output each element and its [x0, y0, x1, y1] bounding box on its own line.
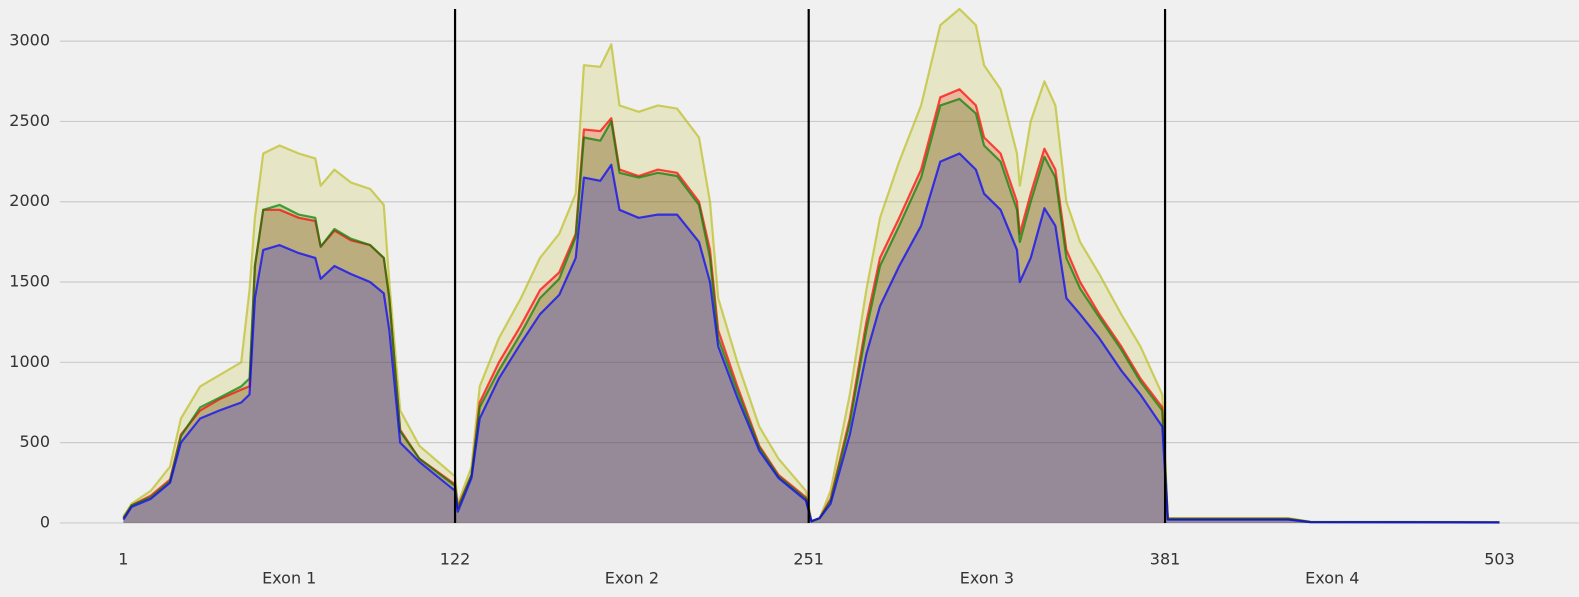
y-tick-label: 1000 — [9, 352, 50, 371]
y-tick-label: 2000 — [9, 191, 50, 210]
x-tick-label: 381 — [1150, 550, 1181, 569]
line — [122, 88, 1500, 524]
line — [122, 152, 1500, 524]
section-label: Exon 4 — [1305, 569, 1359, 588]
x-tick-label: 1 — [118, 550, 128, 569]
y-tick-label: 1500 — [9, 272, 50, 291]
area — [123, 153, 1500, 523]
x-tick-label: 503 — [1484, 550, 1515, 569]
y-tick-label: 500 — [19, 432, 50, 451]
x-tick-label: 251 — [793, 550, 824, 569]
area — [123, 9, 1500, 523]
y-tick-label: 2500 — [9, 111, 50, 130]
section-label: Exon 1 — [262, 569, 316, 588]
line — [122, 7, 1500, 524]
section-label: Exon 2 — [605, 569, 659, 588]
section-label: Exon 3 — [960, 569, 1014, 588]
y-tick-label: 0 — [40, 512, 50, 531]
x-tick-label: 122 — [440, 550, 471, 569]
y-tick-label: 3000 — [9, 31, 50, 50]
line — [122, 97, 1500, 524]
area — [123, 89, 1500, 523]
